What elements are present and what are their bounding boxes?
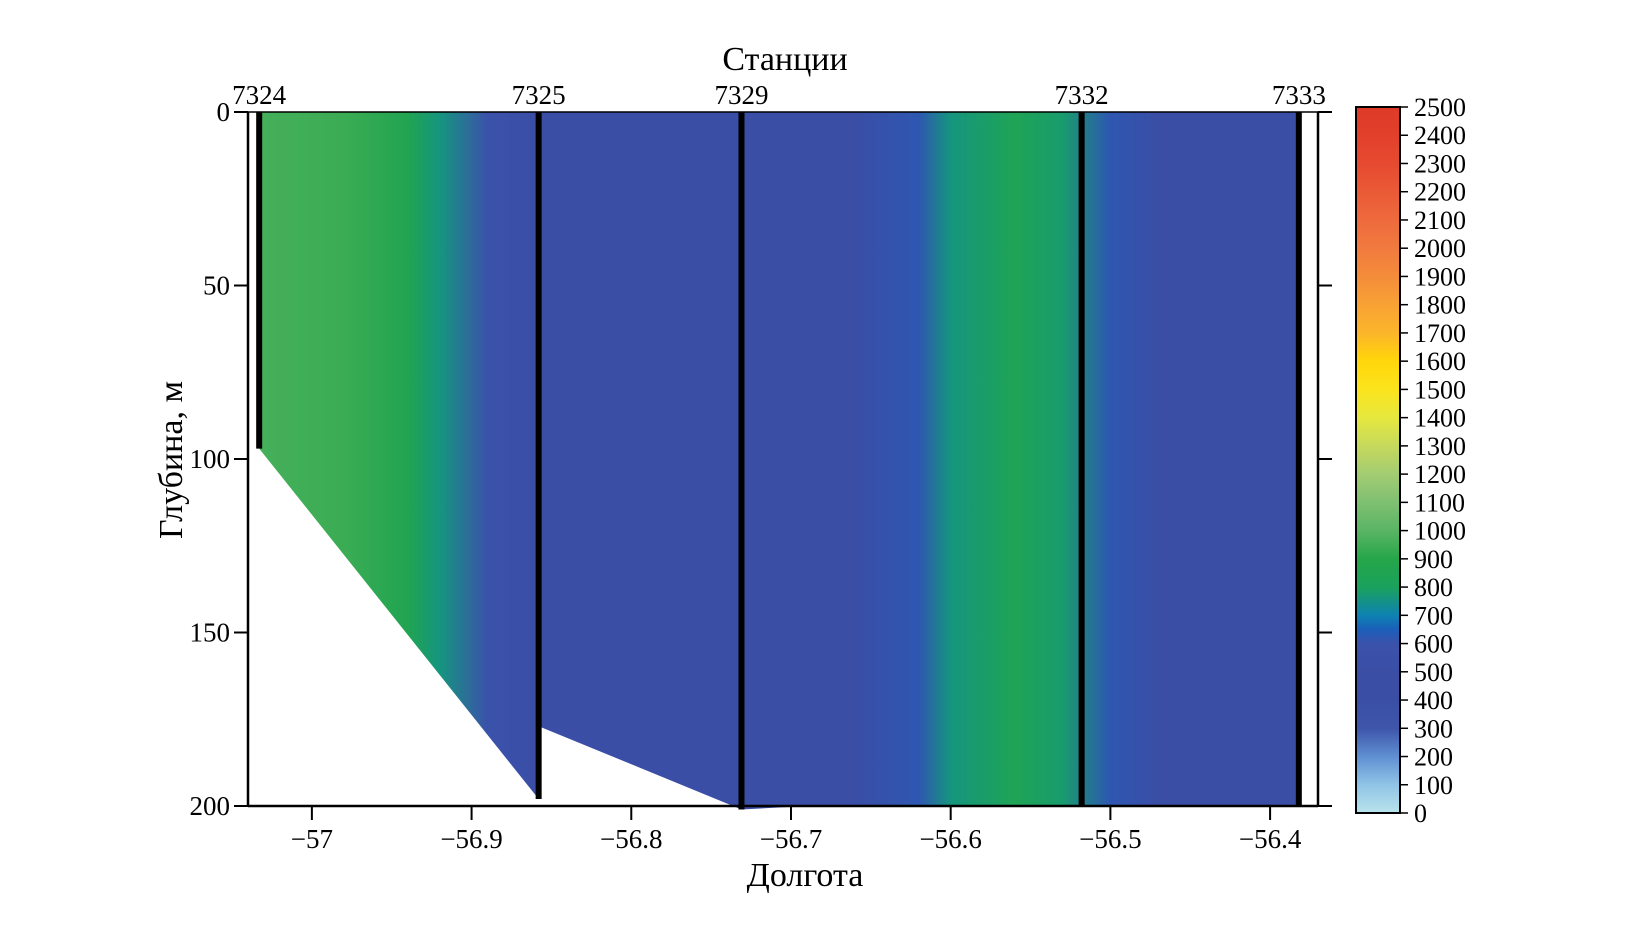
colorbar-tick-label: 1200 — [1414, 460, 1466, 489]
stations: 7324 7325 7329 7332 7333 — [232, 80, 1326, 810]
colorbar-tick-label: 2300 — [1414, 149, 1466, 178]
colorbar-tick-label: 2000 — [1414, 234, 1466, 263]
colorbar-tick-label: 2500 — [1414, 93, 1466, 122]
y-tick-label: 50 — [203, 271, 230, 301]
station-label: 7329 — [714, 80, 768, 110]
colorbar-tick-label: 1900 — [1414, 262, 1466, 291]
colorbar-tick-label: 1500 — [1414, 375, 1466, 404]
colorbar-tick-label: 2400 — [1414, 121, 1466, 150]
x-tick-label: −56.7 — [760, 824, 822, 854]
colorbar-tick-label: 100 — [1414, 771, 1453, 800]
y-tick-label: 100 — [190, 444, 231, 474]
colorbar-tick-label: 1300 — [1414, 432, 1466, 461]
station-label: 7332 — [1055, 80, 1109, 110]
colorbar-tick-label: 1700 — [1414, 319, 1466, 348]
colorbar-tick-label: 500 — [1414, 658, 1453, 687]
colorbar-tick-label: 800 — [1414, 573, 1453, 602]
colorbar-tick-label: 400 — [1414, 686, 1453, 715]
x-tick-label: −56.5 — [1079, 824, 1141, 854]
colorbar-tick-label: 1100 — [1414, 488, 1465, 517]
x-tick-label: −56.6 — [919, 824, 981, 854]
colorbar-tick-label: 2100 — [1414, 206, 1466, 235]
colorbar-tick-label: 1600 — [1414, 347, 1466, 376]
colorbar — [1355, 106, 1401, 814]
colorbar-ticks: 0100200300400500600700800900100011001200… — [1400, 93, 1466, 828]
x-tick-label: −56.9 — [440, 824, 502, 854]
station-label: 7324 — [232, 80, 287, 110]
colorbar-tick-label: 700 — [1414, 601, 1453, 630]
y-tick-label: 0 — [217, 97, 231, 127]
y-tick-label: 200 — [190, 791, 231, 821]
x-ticks: −57 −56.9 −56.8 −56.7 −56.6 −56.5 −56.4 — [291, 806, 1302, 854]
colorbar-tick-label: 200 — [1414, 743, 1453, 772]
colorbar-tick-label: 900 — [1414, 545, 1453, 574]
colorbar-tick-label: 2200 — [1414, 178, 1466, 207]
colorbar-tick-label: 1000 — [1414, 517, 1466, 546]
x-tick-label: −56.8 — [600, 824, 662, 854]
colorbar-tick-label: 0 — [1414, 799, 1427, 828]
x-tick-label: −56.4 — [1239, 824, 1302, 854]
heatmap-field — [259, 112, 1299, 810]
y-axis-label: Глубина, м — [153, 381, 190, 539]
station-label: 7333 — [1272, 80, 1326, 110]
colorbar-tick-label: 1800 — [1414, 291, 1466, 320]
colorbar-tick-label: 600 — [1414, 630, 1453, 659]
y-ticks: 0 50 100 150 200 — [190, 97, 1332, 821]
station-label: 7325 — [512, 80, 566, 110]
y-tick-label: 150 — [190, 618, 231, 648]
colorbar-tick-label: 1400 — [1414, 404, 1466, 433]
x-axis-label: Долгота — [747, 857, 864, 894]
x-tick-label: −57 — [291, 824, 333, 854]
top-axis-label: Станции — [722, 41, 847, 78]
colorbar-tick-label: 300 — [1414, 714, 1453, 743]
